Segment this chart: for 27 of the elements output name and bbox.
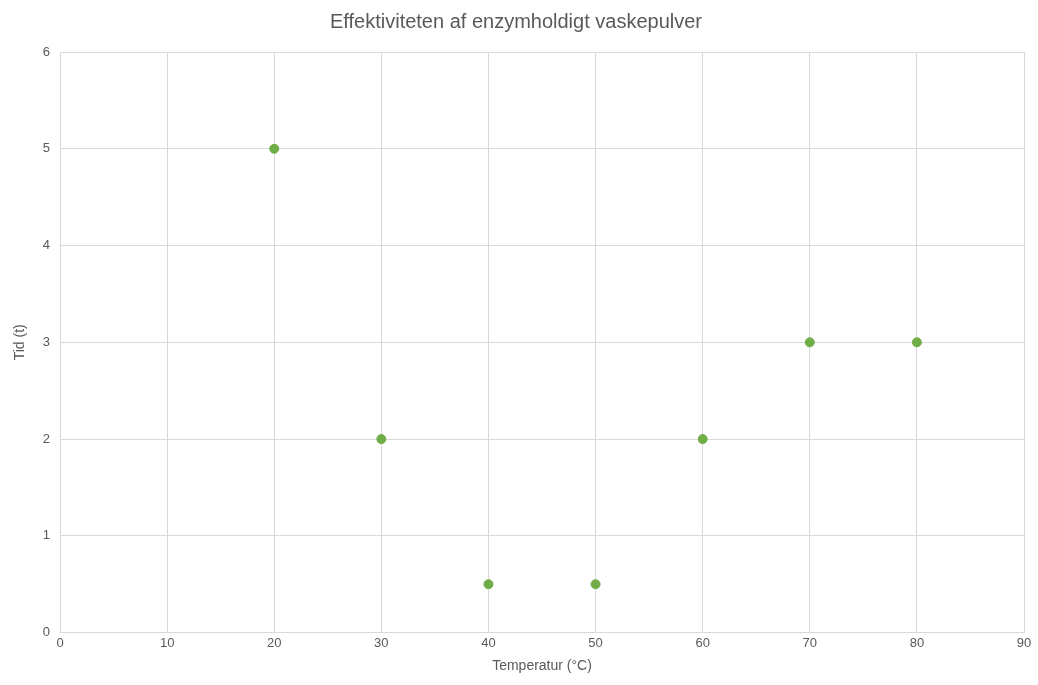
- y-tick-label: 3: [42, 333, 51, 349]
- x-tick-label: 0: [56, 634, 64, 650]
- x-tick-label: 50: [588, 634, 603, 650]
- x-tick-label: 20: [267, 634, 282, 650]
- y-tick-label: 2: [42, 430, 51, 446]
- x-tick-label: 30: [374, 634, 389, 650]
- point: [697, 434, 708, 445]
- chart-title: Effektiviteten af enzymholdigt vaskepulver: [329, 9, 703, 32]
- x-tick-label: 70: [802, 634, 818, 650]
- point: [590, 579, 601, 590]
- y-axis-title: Tid (t): [11, 324, 28, 361]
- y-tick-label: 0: [42, 624, 51, 640]
- y-tick-label: 5: [42, 140, 51, 156]
- x-tick-label: 10: [159, 634, 175, 650]
- point: [483, 579, 494, 590]
- point: [804, 337, 815, 348]
- x-tick-label: 80: [909, 634, 925, 650]
- x-axis-title: Temperatur (°C): [492, 657, 592, 674]
- x-tick-label: 60: [695, 634, 710, 650]
- point: [376, 434, 387, 445]
- point: [911, 337, 922, 348]
- point: [269, 143, 280, 154]
- y-tick-label: 4: [42, 237, 51, 253]
- y-tick-label: 6: [42, 43, 51, 59]
- x-tick-label: 40: [481, 634, 496, 650]
- x-tick-label: 90: [1016, 634, 1032, 650]
- y-tick-label: 1: [42, 527, 51, 543]
